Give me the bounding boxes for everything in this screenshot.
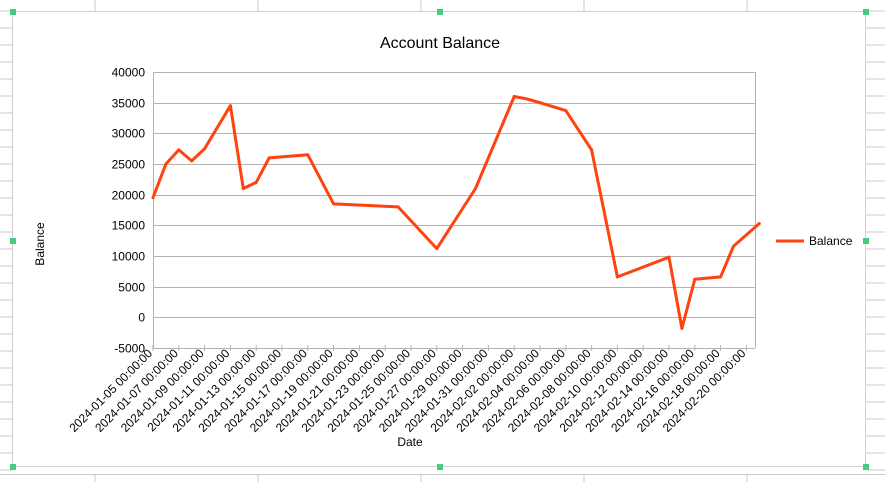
data-point	[525, 97, 529, 101]
data-point	[693, 277, 697, 281]
data-point	[512, 95, 516, 98]
selection-handle-top-left[interactable]	[10, 9, 16, 15]
chart-title: Account Balance	[380, 35, 500, 52]
y-axis-tick-labels: -5000 0 5000 10000 15000 20000 25000 30000 35000…	[112, 66, 146, 356]
selection-handle-bottom-center[interactable]	[437, 464, 443, 470]
data-point	[177, 148, 181, 152]
y-tick-label: 20000	[112, 189, 146, 203]
series-line-balance	[151, 95, 761, 330]
data-point	[151, 196, 155, 200]
y-tick-label: 0	[138, 311, 145, 325]
data-point	[680, 326, 684, 330]
y-tick-label: 25000	[112, 158, 146, 172]
y-tick-label: 10000	[112, 250, 146, 264]
legend: Balance	[776, 234, 853, 248]
y-axis-title: Balance	[33, 222, 47, 266]
data-point	[474, 187, 477, 190]
series-layer	[151, 95, 761, 330]
data-point	[564, 109, 568, 113]
data-point	[306, 153, 310, 157]
data-point	[732, 244, 735, 248]
y-tick-label: -5000	[114, 342, 145, 356]
selection-handle-middle-right[interactable]	[863, 238, 869, 244]
data-point	[267, 156, 271, 160]
data-point	[241, 187, 245, 190]
y-tick-label: 35000	[112, 97, 146, 111]
data-point	[164, 162, 168, 166]
data-point	[615, 275, 619, 279]
data-point	[396, 205, 400, 209]
selection-handle-top-right[interactable]	[863, 9, 869, 15]
legend-label-balance: Balance	[809, 234, 853, 248]
data-point	[757, 222, 761, 225]
data-point	[667, 255, 671, 259]
y-tick-label: 40000	[112, 66, 146, 80]
data-point	[590, 148, 594, 152]
data-point	[203, 147, 207, 151]
data-point	[719, 275, 723, 279]
y-tick-label: 5000	[118, 281, 145, 295]
data-point	[254, 180, 258, 184]
data-point	[538, 101, 542, 105]
chart-gridlines	[152, 72, 756, 351]
data-point	[435, 247, 439, 251]
data-point	[228, 104, 232, 108]
y-tick-label: 15000	[112, 219, 146, 233]
selection-handle-bottom-right[interactable]	[863, 464, 869, 470]
selection-handle-middle-left[interactable]	[10, 238, 16, 244]
selection-handle-bottom-left[interactable]	[10, 464, 16, 470]
x-axis-title: Date	[397, 435, 423, 449]
data-point	[190, 159, 194, 163]
data-point	[332, 202, 336, 206]
y-tick-label: 30000	[112, 127, 146, 141]
selection-handle-top-center[interactable]	[437, 9, 443, 15]
